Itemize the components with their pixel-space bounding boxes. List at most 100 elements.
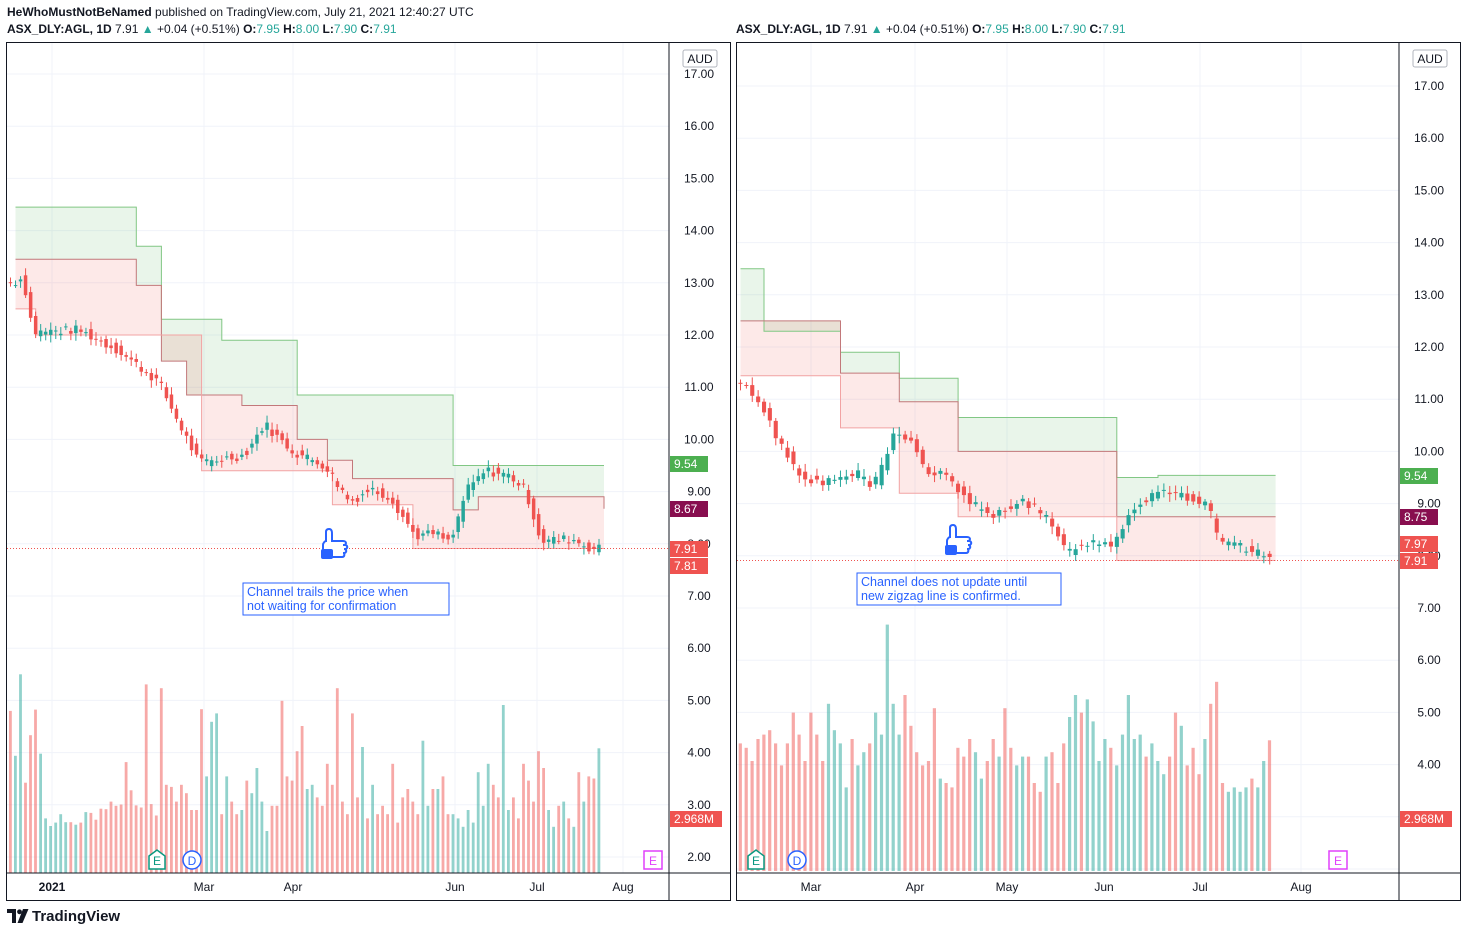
volume-bar	[260, 801, 264, 873]
candle	[360, 494, 365, 496]
volume-bar	[1191, 747, 1195, 871]
candle	[406, 512, 410, 524]
event-letter: E	[153, 854, 161, 868]
volume-bar	[154, 815, 158, 873]
candle	[997, 510, 1002, 516]
volume-bar	[411, 801, 415, 873]
chart-panel-right[interactable]: Channel does not update until new zigzag …	[736, 42, 1461, 901]
last-price: 7.91	[115, 22, 139, 36]
candle	[885, 453, 890, 471]
volume-bar	[1038, 791, 1042, 871]
time-tick-label: Aug	[1290, 880, 1311, 894]
candle	[932, 472, 937, 476]
candle	[926, 467, 931, 475]
candle	[381, 488, 385, 498]
candle	[350, 499, 355, 501]
candle	[844, 476, 849, 480]
volume-bar	[270, 805, 274, 873]
annotation-box	[242, 582, 450, 616]
volume-bar	[446, 814, 450, 873]
symbol-legend-right: ASX_DLY:AGL, 1D 7.91 ▲ +0.04 (+0.51%) O:…	[736, 22, 1126, 36]
candle	[791, 451, 796, 465]
volume-bar	[979, 778, 983, 871]
candle	[1226, 541, 1231, 546]
candle	[270, 429, 274, 436]
volume-bar	[1109, 747, 1113, 871]
volume-bar	[1091, 721, 1095, 871]
channel-lower-fill	[15, 259, 604, 549]
symbol-name[interactable]: ASX_DLY:AGL, 1D	[7, 22, 112, 36]
candle	[240, 454, 244, 457]
volume-bar	[49, 826, 52, 873]
candle	[1267, 553, 1272, 557]
time-tick-label: Jul	[1192, 880, 1207, 894]
dividend-marker-shape	[787, 850, 807, 870]
candle	[1073, 549, 1078, 555]
time-tick-label: Mar	[194, 880, 215, 894]
volume-bar	[240, 810, 244, 873]
volume-bar	[1150, 743, 1154, 871]
candle	[1079, 544, 1084, 546]
volume-bar	[451, 814, 455, 873]
volume-bar	[164, 784, 168, 873]
price-tick-label: 17.00	[684, 67, 714, 81]
volume-bar	[170, 786, 173, 873]
candle	[531, 498, 536, 520]
open-value: 7.95	[256, 22, 280, 36]
candle	[335, 481, 340, 487]
candle	[1161, 489, 1166, 491]
candle	[803, 471, 808, 480]
price-label-bg	[670, 501, 708, 517]
candle	[536, 514, 541, 536]
candle	[134, 359, 138, 362]
candle	[587, 542, 591, 552]
price-tick-label: 13.00	[684, 276, 714, 290]
volume-bar	[386, 814, 389, 873]
chart-panel-left[interactable]: Channel trails the price when not waiting…	[6, 42, 731, 901]
volume-bar	[1250, 778, 1254, 871]
channel-mid-line	[740, 320, 1276, 518]
author-name[interactable]: HeWhoMustNotBeNamed	[7, 5, 152, 19]
annotation-text: not waiting for confirmation	[247, 599, 396, 613]
volume-bar	[210, 721, 213, 873]
candle	[209, 460, 214, 467]
candle	[199, 454, 204, 459]
volume-bar	[1168, 756, 1172, 871]
candle	[809, 479, 814, 484]
volume-bar	[496, 797, 500, 873]
price-label: 7.91	[674, 542, 698, 556]
candle	[1032, 503, 1037, 505]
volume-bars	[738, 624, 1272, 871]
volume-bar	[265, 831, 269, 873]
volume-bar	[1126, 695, 1130, 871]
candle	[481, 473, 486, 480]
volume-bar	[1238, 791, 1242, 871]
volume-bar	[366, 818, 369, 873]
price-tick-label: 10.00	[684, 432, 714, 446]
event-letter: D	[793, 854, 802, 868]
candle	[421, 533, 425, 536]
price-label: 2.968M	[1404, 812, 1444, 826]
volume-bar	[1173, 712, 1178, 871]
currency-label: AUD	[687, 52, 713, 66]
candle	[426, 530, 430, 534]
candle	[461, 500, 465, 522]
volume-bar	[1156, 761, 1160, 871]
price-label-bg	[670, 558, 708, 574]
volume-bar	[441, 776, 445, 873]
volume-bar	[1073, 695, 1078, 871]
candle	[1085, 545, 1090, 547]
candle	[1150, 493, 1155, 502]
tradingview-logo[interactable]: TradingView	[7, 908, 120, 927]
volume-bar	[577, 772, 581, 873]
candle	[13, 285, 18, 287]
volume-bar	[1032, 783, 1036, 871]
volume-bar	[582, 801, 586, 873]
price-label: 9.54	[674, 457, 698, 471]
symbol-name[interactable]: ASX_DLY:AGL, 1D	[736, 22, 841, 36]
volume-bar	[750, 761, 754, 871]
